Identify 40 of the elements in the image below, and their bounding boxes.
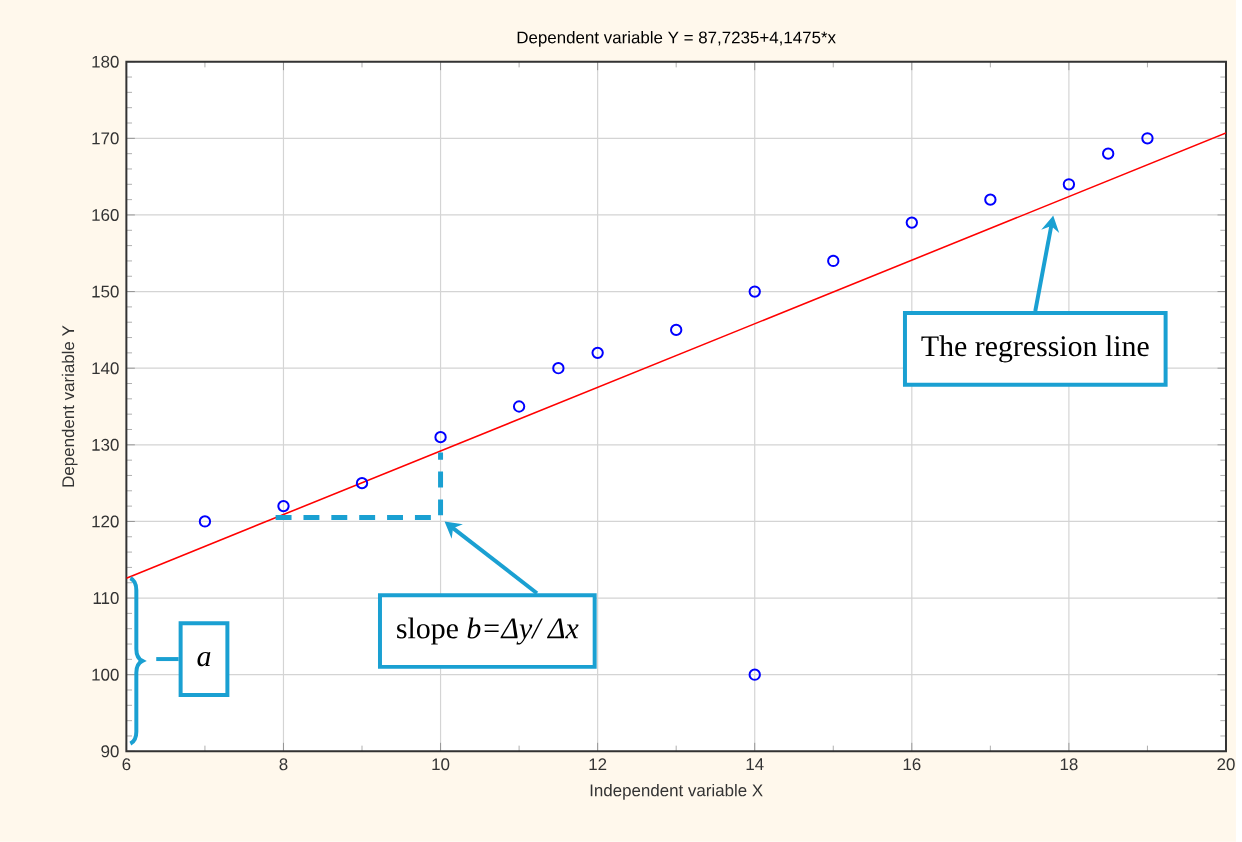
point [827,254,840,268]
point [984,193,997,206]
y-tick-label: 110 [93,592,119,605]
y-tick-label: 120 [92,515,119,528]
annotation: a [197,651,211,667]
x-tick-label: 14 [746,758,764,771]
point [591,346,604,360]
point [748,285,761,298]
point [905,216,918,229]
x-axis-title: Independent variable X [590,783,763,800]
point [552,362,565,375]
point [1102,147,1115,160]
y-tick-label: 100 [92,668,119,681]
y-tick-label: 170 [92,132,119,145]
x-tick-label: 12 [589,758,607,771]
x-tick-label: 16 [903,758,921,771]
point [670,323,683,337]
point [1062,178,1076,191]
x-tick-label: 10 [432,758,450,771]
point [434,431,447,444]
point [748,668,761,681]
point [355,477,369,490]
x-tick-label: 18 [1060,758,1078,771]
point [277,500,290,513]
x-tick-label: 8 [279,758,288,771]
chart-title: Dependent variable Y = 87,7235+4,1475*x [517,31,836,47]
annotation: slope b=Δy/ Δx [397,617,579,645]
point [512,400,526,413]
y-tick-label: 150 [92,285,119,298]
y-axis-title: Dependent variable Y [61,325,78,487]
y-tick-label: 130 [92,438,119,451]
point [1141,132,1154,145]
y-tick-label: 90 [101,745,119,758]
y-tick-label: 180 [92,55,119,68]
annotation: The regression line [921,335,1149,363]
y-tick-label: 160 [92,209,119,221]
point [198,515,212,528]
x-tick-label: 20 [1217,758,1235,771]
x-tick-label: 6 [122,758,131,771]
y-tick-label: 140 [92,362,119,375]
